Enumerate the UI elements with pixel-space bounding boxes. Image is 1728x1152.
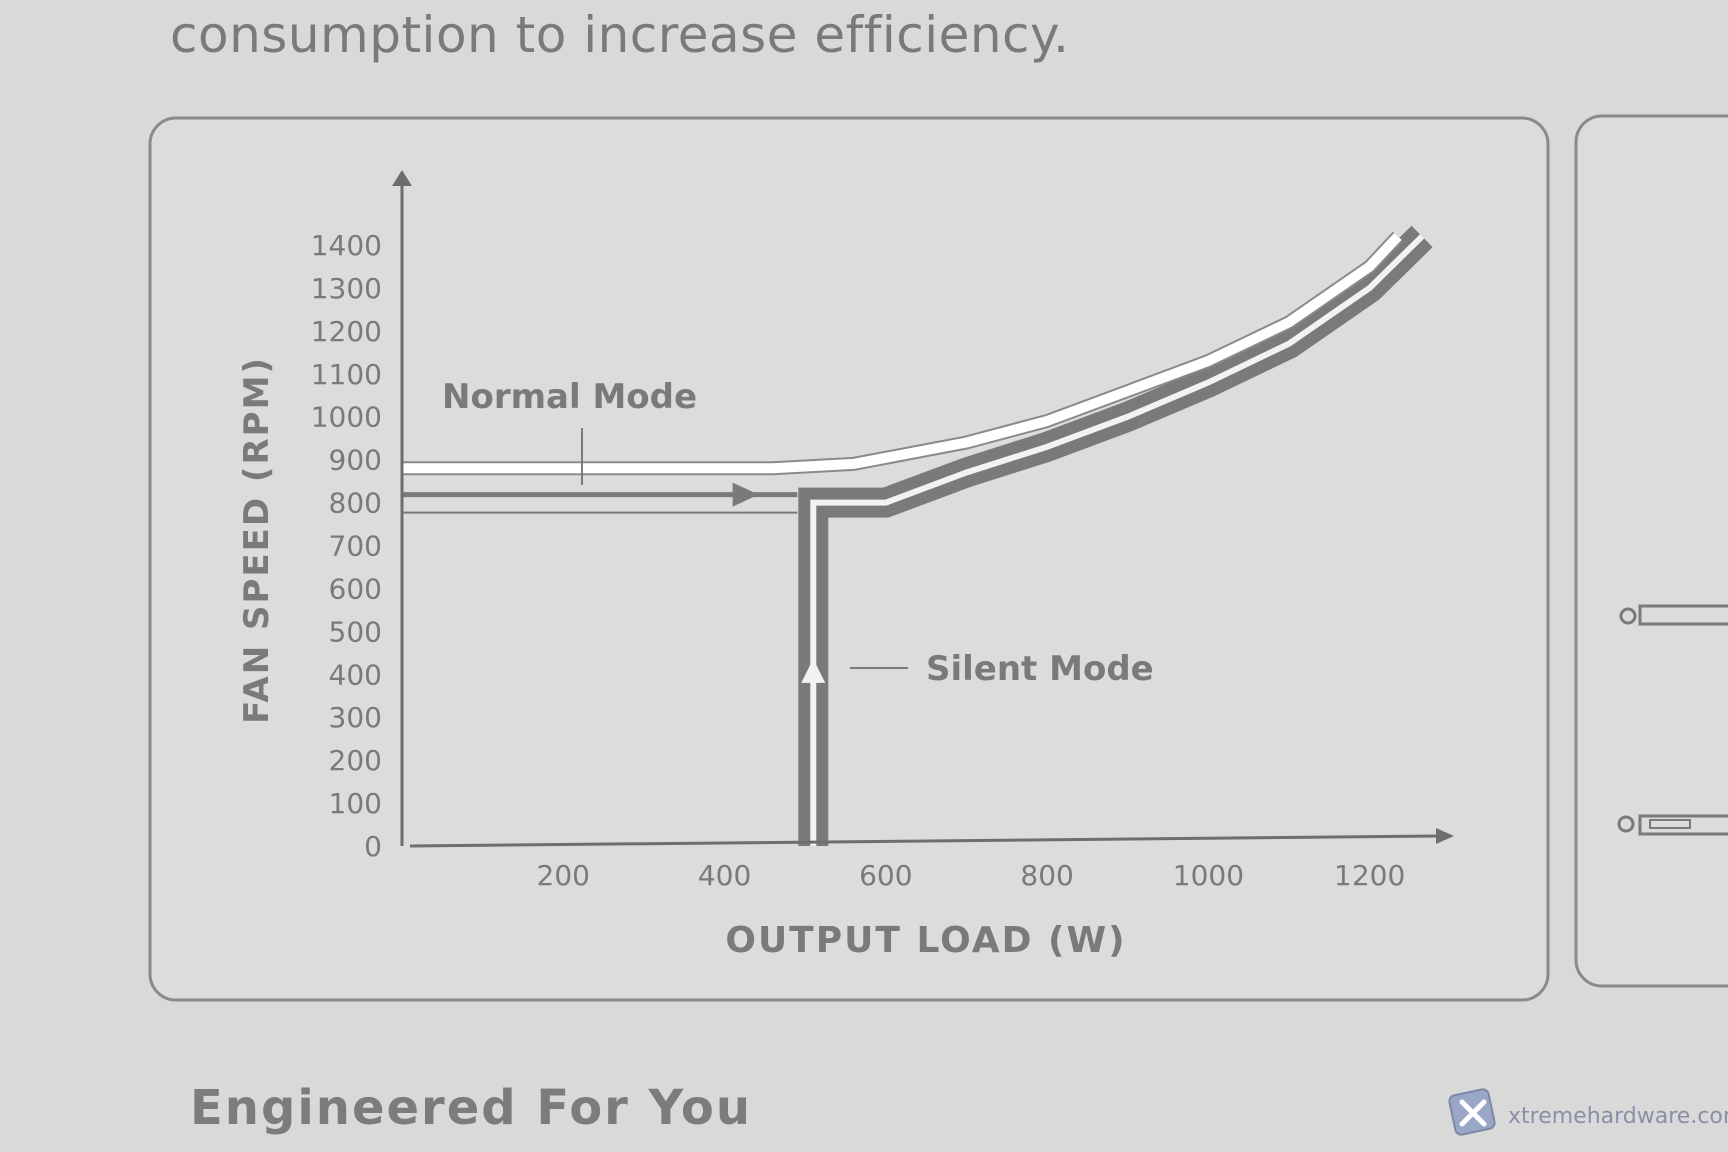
y-tick-label: 1200: [311, 315, 382, 348]
y-tick-label: 1000: [311, 401, 382, 434]
xtremehardware-logo-icon: [1446, 1088, 1502, 1136]
silent-mode-inner-line: [810, 234, 1425, 846]
normal-mode-band: [402, 232, 1402, 474]
normal-mode-label: Normal Mode: [442, 377, 697, 417]
connector-icon: [1619, 604, 1728, 626]
x-axis: [409, 834, 1441, 848]
y-tick-label: 1400: [311, 229, 382, 262]
y-tick-label: 700: [329, 530, 382, 563]
flow-arrow-right-icon: [732, 482, 759, 507]
connector-icon: [1617, 814, 1728, 836]
y-tick-label: 0: [364, 830, 382, 863]
y-tick-label: 400: [329, 658, 382, 691]
headline-text: consumption to increase efficiency.: [170, 6, 1070, 64]
y-tick-label: 500: [329, 615, 382, 648]
chart-panel: [148, 116, 1550, 1002]
y-axis-arrow-icon: [392, 170, 412, 186]
y-tick-label: 1300: [311, 272, 382, 305]
y-tick-label: 300: [329, 701, 382, 734]
x-tick-label: 1000: [1173, 859, 1244, 892]
y-tick-label: 600: [329, 572, 382, 605]
watermark: xtremehardware.com: [1446, 1088, 1728, 1136]
x-axis-label: OUTPUT LOAD (W): [725, 920, 1126, 961]
flow-arrow-up-icon: [801, 658, 826, 683]
x-tick-label: 1200: [1334, 859, 1405, 892]
silent-mode-label: Silent Mode: [926, 649, 1154, 689]
watermark-text: xtremehardware.com: [1508, 1103, 1728, 1129]
y-tick-label: 800: [329, 487, 382, 520]
x-tick-label: 800: [1020, 859, 1073, 892]
x-tick-label: 400: [698, 859, 751, 892]
x-axis-arrow-icon: [1436, 828, 1454, 844]
x-tick-label: 600: [859, 859, 912, 892]
y-tick-label: 900: [329, 444, 382, 477]
y-tick-label: 100: [329, 787, 382, 820]
footer-title: Engineered For You: [190, 1080, 753, 1136]
side-panel: [1574, 114, 1728, 988]
y-tick-label: 1100: [311, 358, 382, 391]
x-tick-label: 200: [537, 859, 590, 892]
y-axis-label: FAN SPEED (RPM): [237, 356, 277, 724]
y-tick-label: 200: [329, 744, 382, 777]
